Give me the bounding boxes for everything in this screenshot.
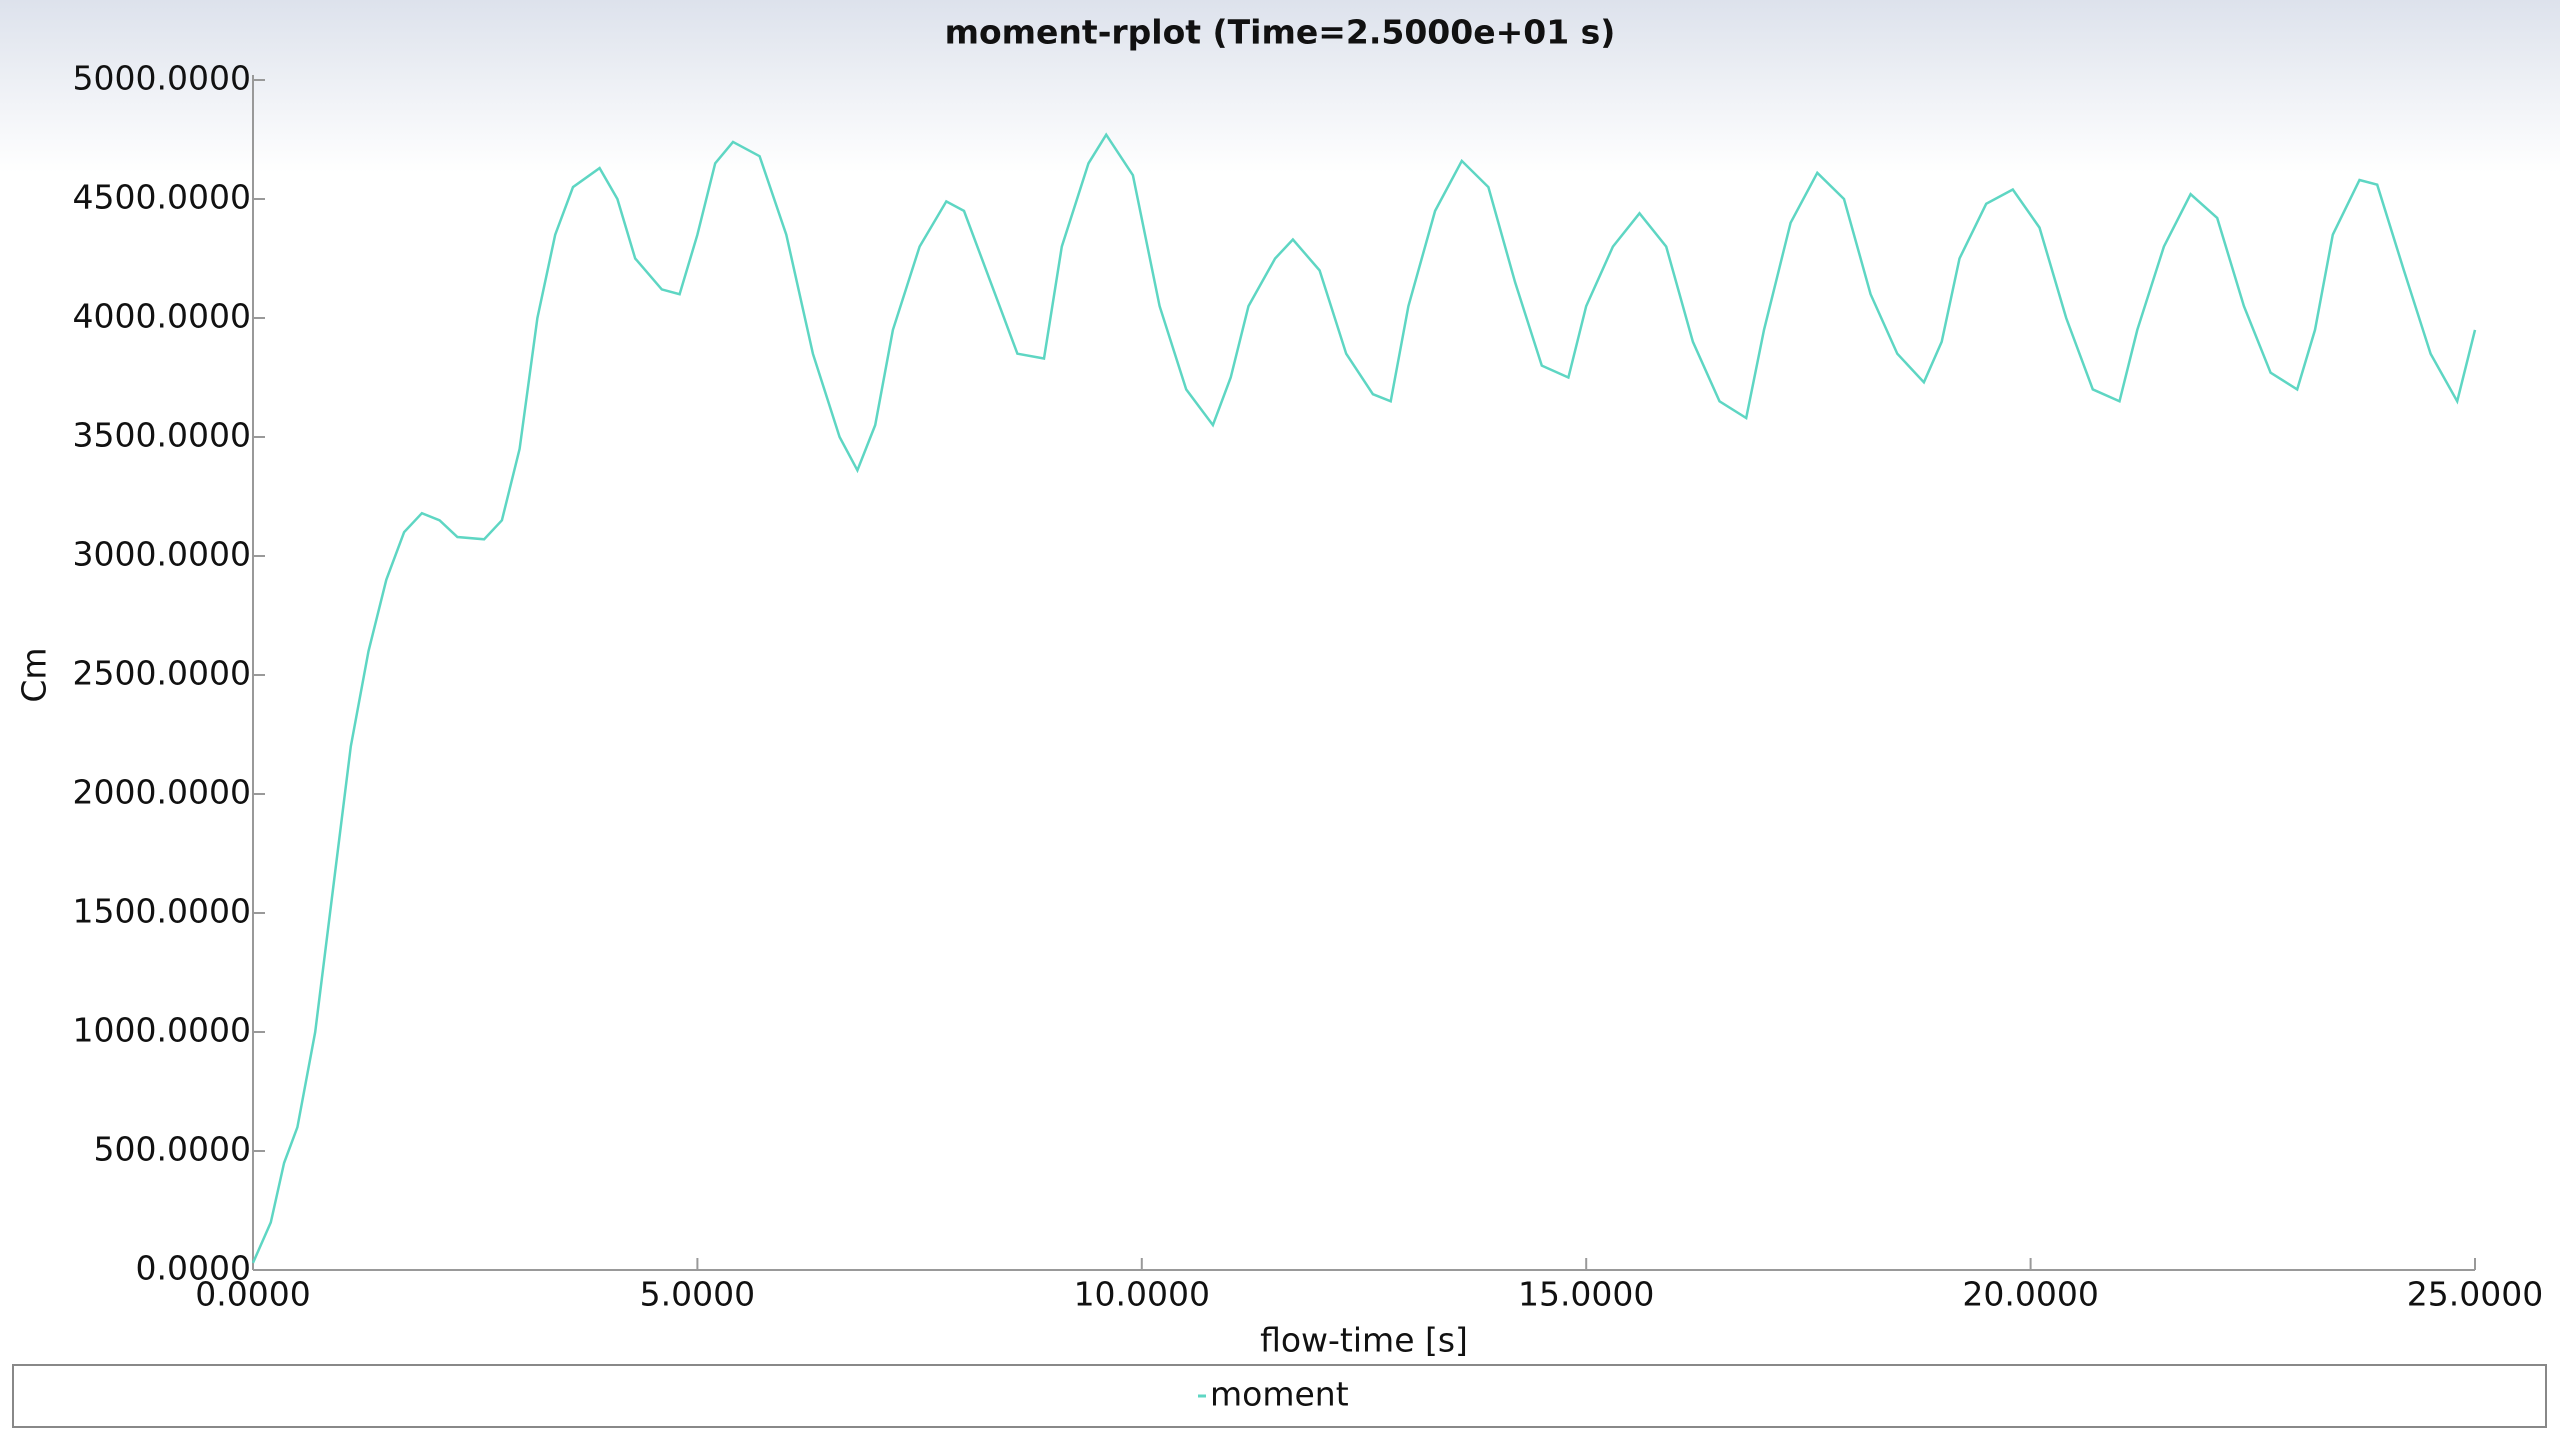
x-tick-label: 0.0000 [195, 1275, 310, 1314]
y-tick-label: 3500.0000 [73, 416, 251, 455]
y-tick-label: 1500.0000 [73, 892, 251, 931]
legend-box [12, 1364, 2547, 1428]
chart-title: moment-rplot (Time=2.5000e+01 s) [945, 13, 1616, 52]
y-tick-label: 500.0000 [94, 1130, 251, 1169]
data-line [251, 132, 2477, 1264]
x-axis-label: flow-time [s] [1260, 1321, 1468, 1360]
legend-label: moment [1210, 1375, 1349, 1414]
x-tick-label: 15.0000 [1518, 1275, 1654, 1314]
x-tick-label: 5.0000 [640, 1275, 755, 1314]
y-tick-label: 1000.0000 [73, 1011, 251, 1050]
y-tick-label: 3000.0000 [73, 535, 251, 574]
y-tick-label: 2000.0000 [73, 773, 251, 812]
y-tick-label: 4500.0000 [73, 178, 251, 217]
y-tick-label: 4000.0000 [73, 297, 251, 336]
y-axis-label: Cm [15, 647, 54, 702]
y-tick-label: 0.0000 [136, 1249, 251, 1288]
x-tick-label: 25.0000 [2407, 1275, 2543, 1314]
x-tick-label: 10.0000 [1074, 1275, 1210, 1314]
y-tick-label: 2500.0000 [73, 654, 251, 693]
y-tick-label: 5000.0000 [73, 59, 251, 98]
x-tick-label: 20.0000 [1962, 1275, 2098, 1314]
